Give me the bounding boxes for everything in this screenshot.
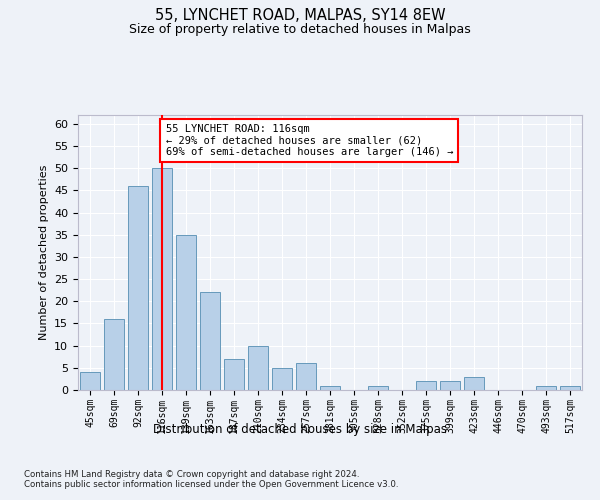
Bar [200, 292, 220, 390]
Bar [224, 359, 244, 390]
Bar [320, 386, 340, 390]
Text: Size of property relative to detached houses in Malpas: Size of property relative to detached ho… [129, 22, 471, 36]
Bar [536, 386, 556, 390]
Text: 55 LYNCHET ROAD: 116sqm
← 29% of detached houses are smaller (62)
69% of semi-de: 55 LYNCHET ROAD: 116sqm ← 29% of detache… [166, 124, 453, 157]
Bar [296, 364, 316, 390]
Text: 55, LYNCHET ROAD, MALPAS, SY14 8EW: 55, LYNCHET ROAD, MALPAS, SY14 8EW [155, 8, 445, 22]
Bar [272, 368, 292, 390]
Bar [440, 381, 460, 390]
Bar [560, 386, 580, 390]
Bar [248, 346, 268, 390]
Bar [152, 168, 172, 390]
Bar [416, 381, 436, 390]
Bar [104, 319, 124, 390]
Bar [464, 376, 484, 390]
Bar [128, 186, 148, 390]
Text: Distribution of detached houses by size in Malpas: Distribution of detached houses by size … [153, 422, 447, 436]
Y-axis label: Number of detached properties: Number of detached properties [38, 165, 49, 340]
Bar [80, 372, 100, 390]
Text: Contains HM Land Registry data © Crown copyright and database right 2024.
Contai: Contains HM Land Registry data © Crown c… [24, 470, 398, 490]
Bar [176, 235, 196, 390]
Bar [368, 386, 388, 390]
